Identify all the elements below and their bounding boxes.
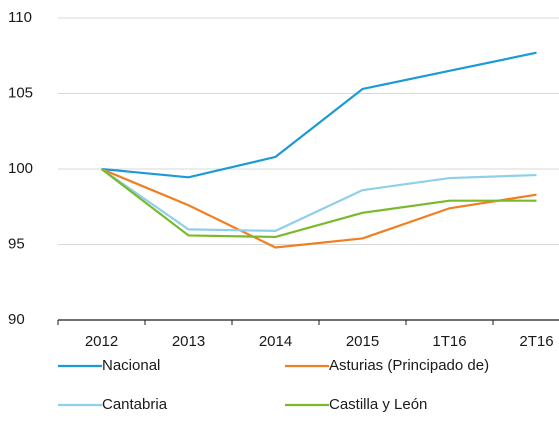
y-tick-label: 110 bbox=[8, 9, 32, 26]
x-tick-label: 2012 bbox=[85, 333, 118, 350]
y-tick-label: 90 bbox=[8, 311, 25, 328]
series-line bbox=[100, 168, 537, 233]
legend-label: Asturias (Principado de) bbox=[329, 357, 489, 374]
y-tick-label: 105 bbox=[8, 84, 33, 101]
x-tick-label: 2015 bbox=[346, 333, 379, 350]
x-tick-label: 2T16 bbox=[519, 333, 553, 350]
y-tick-label: 100 bbox=[8, 160, 33, 177]
x-tick-label: 2013 bbox=[172, 333, 205, 350]
legend-label: Castilla y León bbox=[329, 396, 427, 413]
y-tick-label: 95 bbox=[8, 235, 25, 252]
x-tick-label: 1T16 bbox=[432, 333, 466, 350]
x-tick-label: 2014 bbox=[259, 333, 292, 350]
legend-label: Cantabria bbox=[102, 396, 168, 413]
series-line bbox=[101, 51, 537, 179]
series-line bbox=[101, 167, 537, 249]
series-line bbox=[100, 168, 537, 239]
legend-label: Nacional bbox=[102, 357, 160, 374]
